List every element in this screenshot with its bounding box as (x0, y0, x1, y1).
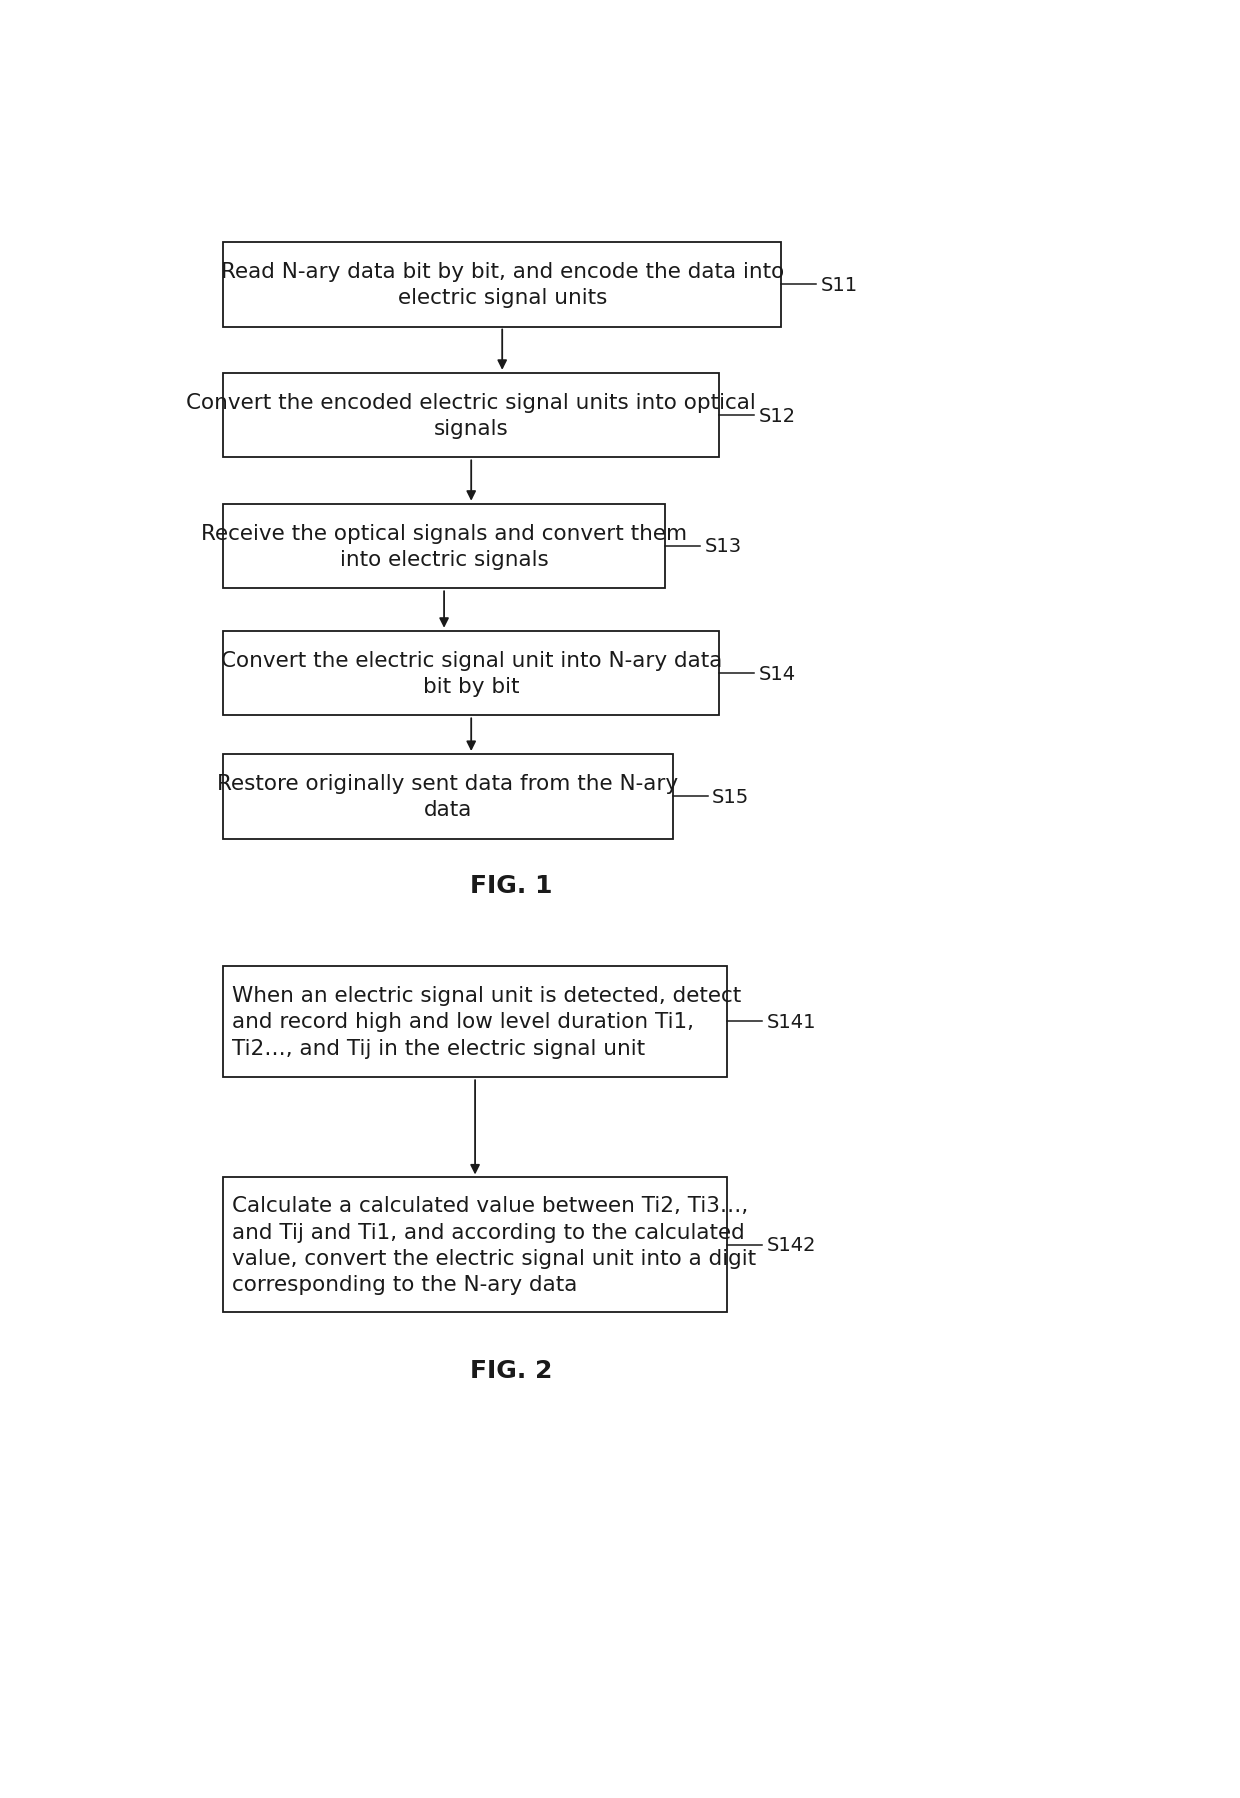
Text: S11: S11 (821, 275, 858, 295)
Text: S15: S15 (712, 788, 749, 806)
Text: S141: S141 (766, 1012, 816, 1032)
Bar (223, 374, 719, 458)
Bar (223, 505, 665, 590)
Text: Receive the optical signals and convert them
into electric signals: Receive the optical signals and convert … (201, 523, 687, 570)
Text: FIG. 2: FIG. 2 (470, 1357, 553, 1383)
Text: Convert the encoded electric signal units into optical
signals: Convert the encoded electric signal unit… (186, 392, 756, 439)
Text: When an electric signal unit is detected, detect
and record high and low level d: When an electric signal unit is detected… (233, 985, 742, 1059)
Bar (223, 966, 727, 1077)
Text: Read N-ary data bit by bit, and encode the data into
electric signal units: Read N-ary data bit by bit, and encode t… (221, 263, 784, 307)
Text: S14: S14 (759, 663, 796, 683)
Bar (223, 631, 719, 716)
Bar (223, 243, 781, 327)
Text: FIG. 1: FIG. 1 (470, 874, 553, 897)
Bar (223, 755, 672, 840)
Bar (223, 1178, 727, 1313)
Text: S142: S142 (766, 1235, 816, 1255)
Text: Convert the electric signal unit into N-ary data
bit by bit: Convert the electric signal unit into N-… (221, 651, 722, 698)
Text: S13: S13 (704, 538, 742, 556)
Text: Calculate a calculated value between Ti2, Ti3…,
and Tij and Ti1, and according t: Calculate a calculated value between Ti2… (233, 1196, 756, 1295)
Text: Restore originally sent data from the N-ary
data: Restore originally sent data from the N-… (217, 773, 678, 820)
Text: S12: S12 (759, 406, 796, 426)
